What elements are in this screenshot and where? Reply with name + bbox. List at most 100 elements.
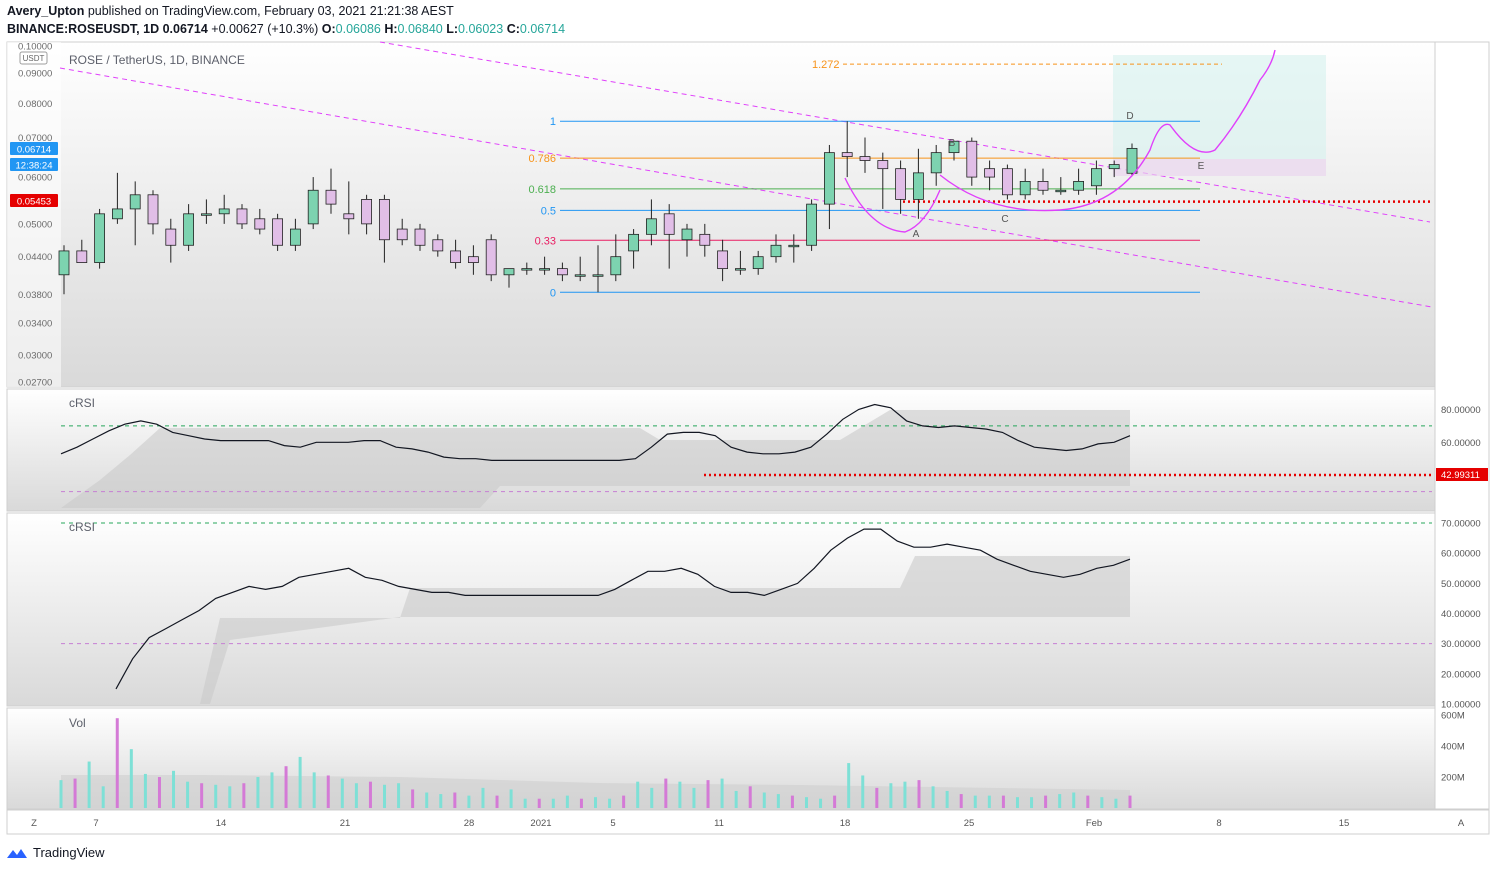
candle[interactable] — [467, 256, 479, 263]
volume-bar[interactable] — [622, 795, 626, 808]
candle[interactable] — [895, 168, 906, 200]
volume-bar[interactable] — [425, 792, 429, 808]
crsi-line[interactable] — [60, 403, 1131, 461]
volume-bar[interactable] — [228, 786, 232, 808]
candle[interactable] — [806, 203, 817, 246]
volume-bar[interactable] — [157, 777, 161, 808]
candle[interactable] — [147, 194, 159, 225]
volume-bar[interactable] — [298, 756, 302, 808]
candle[interactable] — [877, 160, 889, 170]
candle[interactable] — [200, 213, 212, 216]
candle[interactable] — [948, 140, 960, 154]
volume-bar[interactable] — [439, 794, 443, 808]
volume-bar[interactable] — [790, 795, 794, 808]
price-axis[interactable] — [1434, 41, 1490, 810]
candle[interactable] — [325, 189, 337, 205]
volume-bar[interactable] — [861, 775, 865, 808]
candle[interactable] — [1073, 181, 1084, 191]
candle[interactable] — [1002, 168, 1013, 196]
time-axis[interactable] — [6, 809, 1490, 835]
candle[interactable] — [378, 199, 390, 241]
volume-bar[interactable] — [734, 790, 738, 808]
volume-bar[interactable] — [804, 797, 808, 808]
volume-bar[interactable] — [495, 795, 499, 808]
volume-bar[interactable] — [143, 773, 147, 808]
volume-bar[interactable] — [270, 772, 274, 808]
candle[interactable] — [1037, 181, 1049, 191]
candle[interactable] — [574, 274, 586, 277]
volume-bar[interactable] — [340, 778, 344, 808]
crsi-line[interactable] — [115, 528, 1131, 690]
volume-bar[interactable] — [664, 778, 668, 808]
candle[interactable] — [628, 233, 639, 252]
volume-bar[interactable] — [129, 749, 133, 808]
candle[interactable] — [414, 228, 426, 246]
candle[interactable] — [432, 239, 444, 252]
candle[interactable] — [361, 199, 373, 225]
volume-bar[interactable] — [650, 787, 654, 808]
candle[interactable] — [752, 256, 764, 270]
volume-bar[interactable] — [537, 798, 541, 808]
candle[interactable] — [521, 268, 533, 271]
candle[interactable] — [503, 268, 515, 276]
volume-bar[interactable] — [678, 781, 682, 808]
volume-bar[interactable] — [594, 797, 597, 808]
candle[interactable] — [859, 156, 871, 161]
volume-bar[interactable] — [875, 787, 879, 808]
volume-bar[interactable] — [903, 781, 907, 808]
volume-bar[interactable] — [1030, 797, 1034, 808]
volume-bar[interactable] — [579, 798, 583, 808]
volume-bar[interactable] — [1086, 795, 1090, 808]
candle[interactable] — [450, 250, 462, 263]
volume-bar[interactable] — [242, 783, 246, 808]
candle[interactable] — [735, 268, 746, 271]
volume-bar[interactable] — [1001, 795, 1005, 808]
candle[interactable] — [824, 152, 835, 205]
candle[interactable] — [717, 250, 728, 270]
volume-bar[interactable] — [776, 794, 780, 808]
candle[interactable] — [165, 228, 177, 246]
candle[interactable] — [699, 233, 711, 246]
volume-bar[interactable] — [200, 783, 204, 808]
volume-bar[interactable] — [1058, 794, 1062, 808]
candle[interactable] — [343, 213, 355, 220]
volume-bar[interactable] — [987, 795, 991, 808]
candle[interactable] — [770, 244, 782, 258]
candle[interactable] — [129, 194, 141, 210]
candle[interactable] — [236, 208, 248, 225]
volume-bar[interactable] — [509, 789, 513, 808]
candle[interactable] — [307, 189, 319, 225]
volume-bar[interactable] — [1044, 795, 1048, 808]
volume-bar[interactable] — [312, 772, 316, 808]
candle[interactable] — [913, 172, 924, 200]
volume-bar[interactable] — [833, 795, 837, 808]
volume-bar[interactable] — [847, 763, 851, 808]
candle[interactable] — [94, 213, 105, 263]
candle[interactable] — [681, 228, 693, 241]
candle[interactable] — [663, 213, 675, 235]
volume-bar[interactable] — [115, 718, 119, 808]
footer-brand[interactable]: TradingView — [6, 845, 105, 860]
candle[interactable] — [1055, 189, 1067, 193]
volume-bar[interactable] — [1114, 798, 1118, 808]
volume-bar[interactable] — [762, 792, 766, 808]
candle[interactable] — [841, 152, 853, 157]
volume-bar[interactable] — [397, 783, 401, 808]
volume-bar[interactable] — [453, 792, 457, 808]
volume-bar[interactable] — [284, 766, 288, 808]
author-name[interactable]: Avery_Upton — [7, 4, 85, 18]
candle[interactable] — [984, 168, 995, 178]
volume-bar[interactable] — [931, 786, 935, 808]
volume-bar[interactable] — [608, 798, 612, 808]
volume-bar[interactable] — [706, 780, 710, 808]
volume-bar[interactable] — [945, 790, 949, 808]
volume-bar[interactable] — [636, 781, 640, 808]
volume-bar[interactable] — [692, 787, 696, 808]
candle[interactable] — [183, 213, 195, 246]
volume-bar[interactable] — [523, 798, 527, 808]
volume-bar[interactable] — [354, 783, 358, 808]
candle[interactable] — [485, 239, 497, 276]
volume-bar[interactable] — [819, 798, 823, 808]
candle[interactable] — [289, 228, 301, 246]
volume-bar[interactable] — [551, 798, 555, 808]
